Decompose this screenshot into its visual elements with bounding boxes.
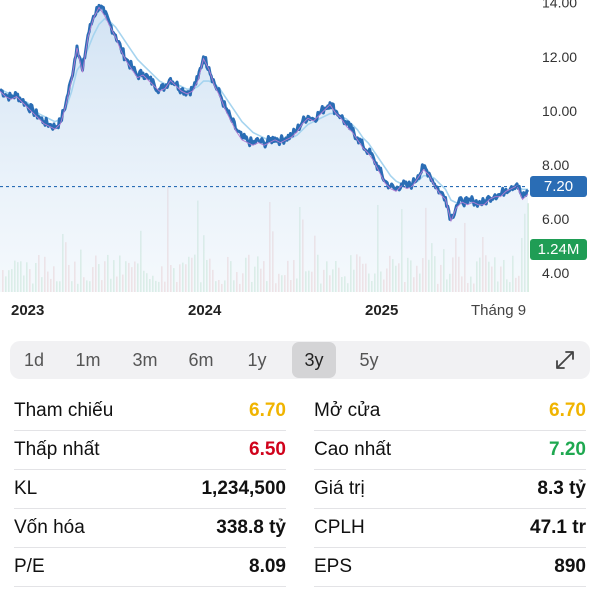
- y-tick-label: 8.00: [542, 157, 569, 173]
- y-tick-label: 12.00: [542, 49, 577, 65]
- stat-value: 890: [554, 556, 586, 577]
- tab-1y[interactable]: 1y: [247, 350, 267, 370]
- stat-volume: KL 1,234,500: [14, 470, 286, 509]
- y-tick-label: 6.00: [542, 211, 569, 227]
- stat-eps: EPS 890: [314, 548, 586, 587]
- stat-value: 7.20: [549, 439, 586, 460]
- x-label-2023: 2023: [11, 302, 45, 319]
- tab-3y[interactable]: 3y: [292, 342, 336, 378]
- short-ma-line: [0, 6, 529, 223]
- timeframe-tabs: 1d 1m 3m 6m 1y 3y 5y: [10, 341, 590, 379]
- price-area: [0, 5, 528, 293]
- price-chart[interactable]: 4.00 6.00 8.00 10.00 12.00 14.00: [0, 0, 600, 300]
- x-label-2025: 2025: [365, 302, 399, 319]
- stat-open: Mở cửa 6.70: [314, 392, 586, 431]
- stat-pe: P/E 8.09: [14, 548, 286, 587]
- current-price-badge: 7.20: [530, 176, 587, 197]
- price-line: [0, 3, 530, 221]
- stat-label: Tham chiếu: [14, 400, 114, 421]
- stat-market-cap: Vốn hóa 338.8 tỷ: [14, 509, 286, 548]
- stat-value: 47.1 tr: [530, 517, 586, 538]
- stat-label: Thấp nhất: [14, 439, 100, 460]
- stat-label: CPLH: [314, 517, 365, 538]
- stat-reference: Tham chiếu 6.70: [14, 392, 286, 431]
- y-tick-label: 14.00: [542, 0, 577, 11]
- stat-value: 338.8 tỷ: [216, 517, 286, 538]
- stat-value: 8.3 tỷ: [537, 478, 586, 499]
- stat-label: EPS: [314, 556, 353, 577]
- stat-label: KL: [14, 478, 38, 499]
- stat-high: Cao nhất 7.20: [314, 431, 586, 470]
- stat-label: Giá trị: [314, 478, 365, 499]
- stat-low: Thấp nhất 6.50: [14, 431, 286, 470]
- stat-value: 6.70: [549, 400, 586, 421]
- stat-label: Mở cửa: [314, 400, 381, 421]
- y-tick-label: 4.00: [542, 265, 569, 281]
- stat-value-traded: Giá trị 8.3 tỷ: [314, 470, 586, 509]
- stat-value: 6.50: [249, 439, 286, 460]
- stat-value: 8.09: [249, 556, 286, 577]
- stat-label: Cao nhất: [314, 439, 392, 460]
- tab-1m[interactable]: 1m: [75, 350, 101, 370]
- volume-badge: 1.24M: [530, 239, 587, 260]
- moving-average-line: [0, 17, 528, 204]
- stat-shares-outstanding: CPLH 47.1 tr: [314, 509, 586, 548]
- tab-5y[interactable]: 5y: [359, 350, 379, 370]
- stat-label: Vốn hóa: [14, 517, 85, 538]
- y-tick-label: 10.00: [542, 103, 577, 119]
- x-label-2024: 2024: [188, 302, 222, 319]
- tab-1d[interactable]: 1d: [23, 350, 45, 370]
- x-label-month: Tháng 9: [471, 302, 527, 319]
- stat-value: 1,234,500: [201, 478, 286, 499]
- expand-diagonal-icon[interactable]: [554, 349, 576, 371]
- tab-3m[interactable]: 3m: [132, 350, 158, 370]
- stat-label: P/E: [14, 556, 45, 577]
- tab-6m[interactable]: 6m: [188, 350, 214, 370]
- stat-value: 6.70: [249, 400, 286, 421]
